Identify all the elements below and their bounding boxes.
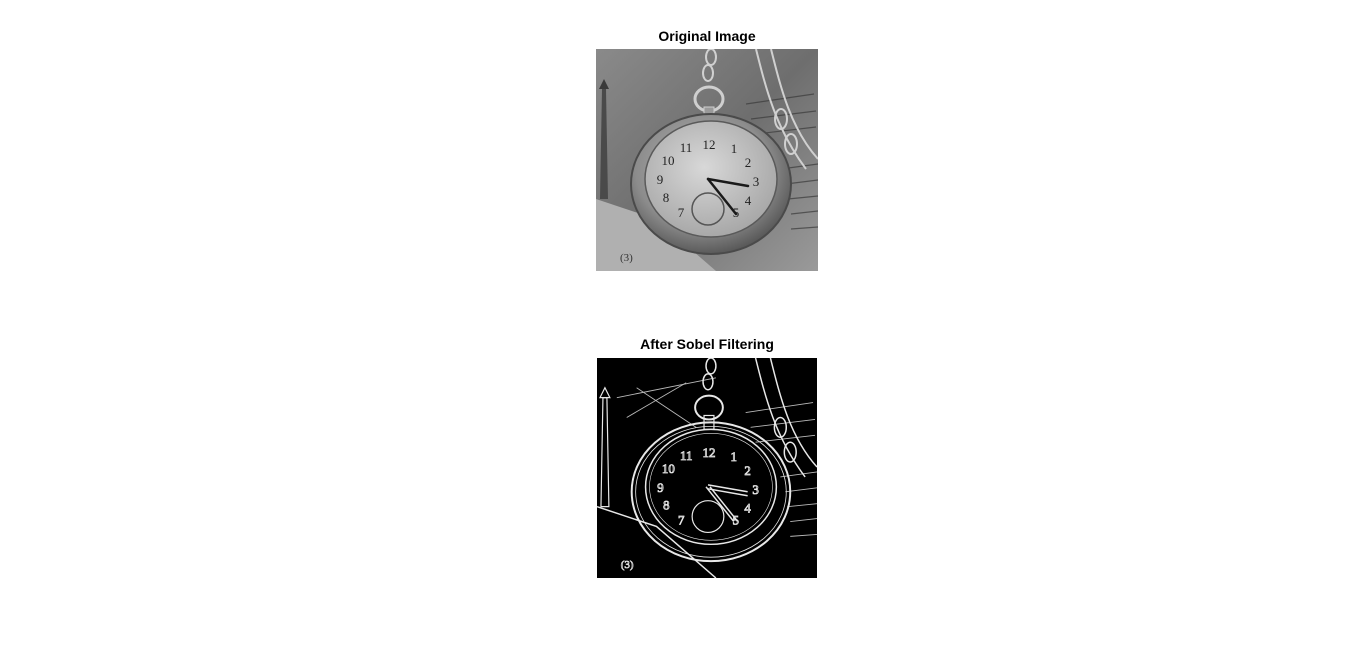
- svg-text:9: 9: [657, 172, 664, 187]
- svg-text:10: 10: [662, 153, 675, 168]
- sobel-watch-hands: [705, 484, 748, 522]
- svg-text:7: 7: [678, 513, 685, 527]
- svg-text:11: 11: [680, 140, 693, 155]
- sobel-dial-numerals: 12 1 2 3 4 5 7 8 9 10 11: [657, 446, 759, 528]
- sobel-background: [597, 358, 817, 578]
- svg-text:4: 4: [745, 193, 752, 208]
- original-image-title: Original Image: [658, 28, 756, 44]
- svg-text:1: 1: [731, 141, 738, 156]
- svg-text:3: 3: [752, 483, 758, 497]
- original-chain: [702, 49, 818, 170]
- sobel-edge-image: 12 1 2 3 4 5 7 8 9 10 11 (3): [597, 358, 817, 578]
- svg-text:9: 9: [657, 481, 663, 495]
- svg-text:8: 8: [663, 499, 669, 513]
- original-watch-image: 12 1 2 3 4 5 7 8 9 10 11 (3): [596, 49, 818, 271]
- sobel-dial: [644, 428, 778, 546]
- original-corner-mark: (3): [620, 252, 633, 264]
- sobel-watch-case: [630, 421, 792, 563]
- svg-text:2: 2: [745, 155, 752, 170]
- svg-text:3: 3: [753, 174, 760, 189]
- sobel-crown: [694, 394, 724, 421]
- svg-text:7: 7: [678, 205, 685, 220]
- svg-text:12: 12: [703, 137, 716, 152]
- sobel-image-panel: 12 1 2 3 4 5 7 8 9 10 11 (3): [597, 358, 817, 578]
- sobel-subdial: [691, 500, 725, 534]
- original-watch-hands: [706, 177, 750, 216]
- sobel-chain: [702, 358, 817, 478]
- sobel-paper-edge: [597, 505, 717, 578]
- svg-text:5: 5: [733, 513, 739, 527]
- sobel-image-title: After Sobel Filtering: [640, 336, 774, 352]
- svg-text:1: 1: [731, 450, 737, 464]
- original-subdial: [691, 192, 725, 226]
- original-image-panel: 12 1 2 3 4 5 7 8 9 10 11 (3): [596, 49, 818, 271]
- original-pin: [600, 89, 608, 199]
- sobel-corner-mark: (3): [621, 559, 634, 571]
- svg-text:8: 8: [663, 190, 670, 205]
- svg-text:2: 2: [744, 464, 750, 478]
- svg-text:4: 4: [744, 502, 751, 516]
- svg-text:10: 10: [662, 462, 675, 476]
- svg-text:11: 11: [680, 449, 692, 463]
- svg-text:12: 12: [703, 446, 716, 460]
